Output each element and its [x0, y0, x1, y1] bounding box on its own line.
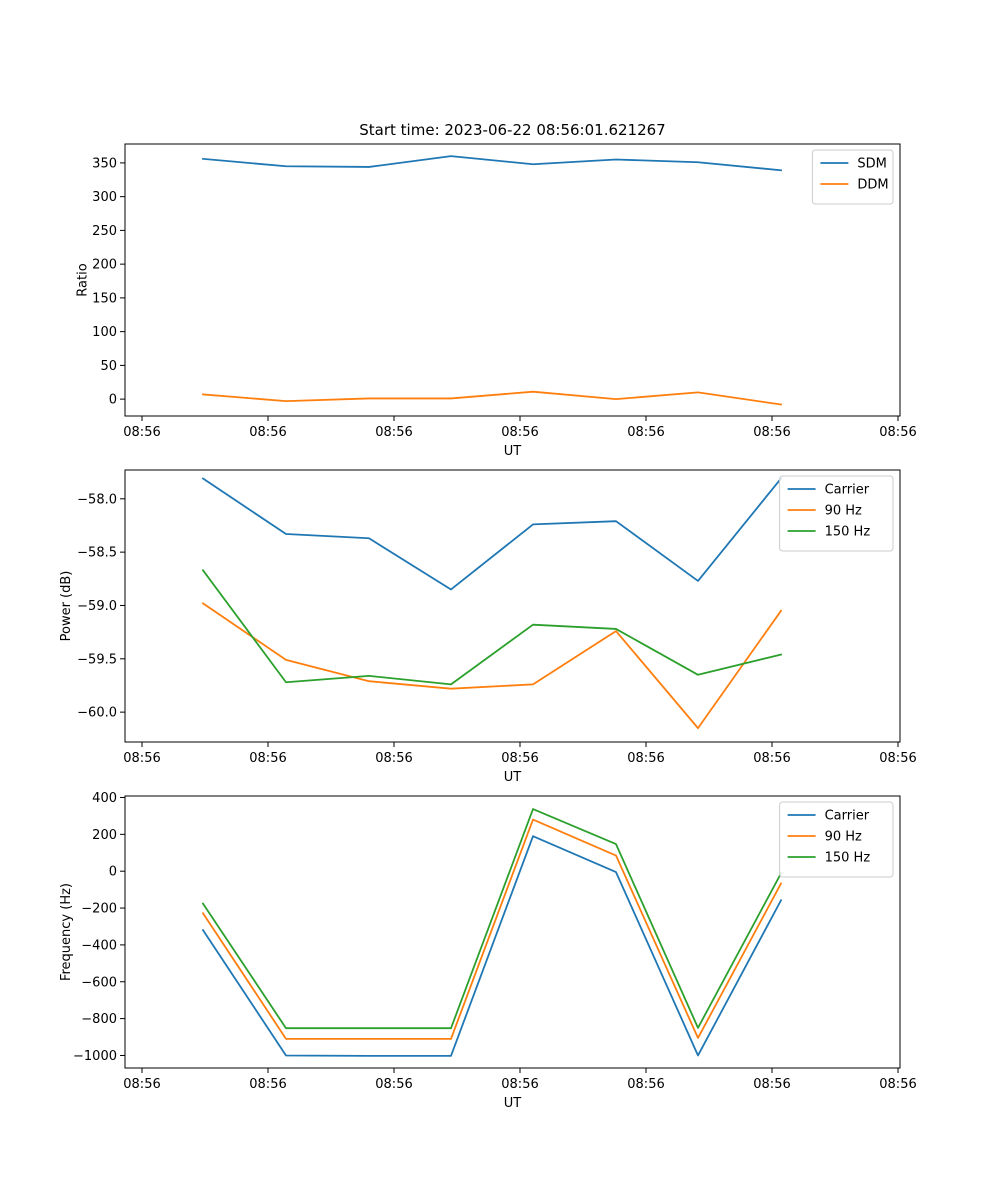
x-tick-label: 08:56 — [627, 1077, 664, 1092]
chart-panel-1: Start time: 2023-06-22 08:56:01.621267 08… — [75, 121, 916, 459]
x-tick-label: 08:56 — [123, 425, 160, 440]
legend-entry: DDM — [857, 178, 888, 193]
y-axis-label: Frequency (Hz) — [59, 883, 74, 981]
x-tick-label: 08:56 — [249, 1077, 286, 1092]
x-tick-label: 08:56 — [879, 751, 916, 766]
legend-entry: Carrier — [825, 809, 870, 824]
y-axis-label: Ratio — [75, 263, 90, 296]
y-tick-label: 200 — [92, 828, 117, 843]
legend-entry: 90 Hz — [825, 504, 862, 519]
y-tick-label: −400 — [81, 938, 117, 953]
y-tick-label: −800 — [81, 1012, 117, 1027]
chart-panel-3: 08:56 08:56 08:56 08:56 08:56 08:56 08:56 UT −10… — [59, 791, 917, 1111]
x-tick-label: 08:56 — [249, 751, 286, 766]
y-tick-label: 50 — [100, 359, 117, 374]
legend: SDM DDM — [811, 149, 894, 205]
y-tick-label: −600 — [81, 975, 117, 990]
series-line-carrier — [201, 477, 783, 591]
legend-box — [779, 801, 894, 878]
legend-entry: 90 Hz — [825, 830, 862, 845]
legend-entry: SDM — [857, 157, 886, 172]
x-tick-label: 08:56 — [375, 1077, 412, 1092]
y-tick-label: −200 — [81, 902, 117, 917]
series-line-sdm — [202, 155, 782, 172]
y-tick-label: −59.0 — [77, 599, 117, 614]
legend-entry: Carrier — [825, 483, 870, 498]
y-tick-label: 400 — [92, 791, 117, 806]
legend: Carrier 90 Hz 150 Hz — [779, 475, 894, 552]
x-tick-label: 08:56 — [753, 751, 790, 766]
series-line-150-hz — [201, 569, 783, 686]
y-tick-label: 150 — [92, 291, 117, 306]
plot-frame — [124, 469, 901, 743]
x-tick-label: 08:56 — [375, 751, 412, 766]
x-axis-label: UT — [504, 444, 522, 459]
x-axis-label: UT — [504, 770, 522, 785]
x-tick-label: 08:56 — [375, 425, 412, 440]
x-tick-label: 08:56 — [753, 425, 790, 440]
y-tick-label: −58.0 — [77, 492, 117, 507]
x-tick-label: 08:56 — [753, 1077, 790, 1092]
x-tick-label: 08:56 — [123, 1077, 160, 1092]
y-axis-label: Power (dB) — [59, 571, 74, 642]
y-tick-label: 250 — [92, 224, 117, 239]
chart-panel-2: 08:56 08:56 08:56 08:56 08:56 08:56 08:56 UT −60… — [59, 469, 917, 785]
y-tick-label: 300 — [92, 190, 117, 205]
series-line-carrier — [201, 835, 783, 1057]
y-tick-label: 200 — [92, 258, 117, 273]
y-tick-label: 0 — [109, 865, 117, 880]
legend: Carrier 90 Hz 150 Hz — [779, 801, 894, 878]
x-tick-label: 08:56 — [123, 751, 160, 766]
x-tick-label: 08:56 — [627, 425, 664, 440]
x-tick-label: 08:56 — [501, 425, 538, 440]
series-line-150-hz — [201, 808, 783, 1030]
chart-title: Start time: 2023-06-22 08:56:01.621267 — [359, 121, 665, 139]
x-tick-label: 08:56 — [879, 425, 916, 440]
x-axis-label: UT — [504, 1096, 522, 1111]
y-tick-label: −58.5 — [77, 546, 117, 561]
legend-entry: 150 Hz — [825, 851, 871, 866]
plot-frame — [124, 795, 901, 1069]
series-line-90-hz — [201, 602, 783, 730]
legend-entry: 150 Hz — [825, 525, 871, 540]
y-tick-label: 350 — [92, 156, 117, 171]
y-tick-label: −60.0 — [77, 706, 117, 721]
plot-frame — [124, 143, 901, 417]
series-line-ddm — [202, 390, 783, 406]
x-tick-label: 08:56 — [501, 1077, 538, 1092]
x-tick-label: 08:56 — [501, 751, 538, 766]
y-tick-label: 100 — [92, 325, 117, 340]
x-tick-label: 08:56 — [627, 751, 664, 766]
x-tick-label: 08:56 — [879, 1077, 916, 1092]
y-tick-label: −1000 — [73, 1049, 117, 1064]
y-tick-label: −59.5 — [77, 652, 117, 667]
x-tick-label: 08:56 — [249, 425, 286, 440]
series-line-90-hz — [201, 818, 783, 1040]
y-tick-label: 0 — [109, 393, 117, 408]
legend-box — [779, 475, 894, 552]
